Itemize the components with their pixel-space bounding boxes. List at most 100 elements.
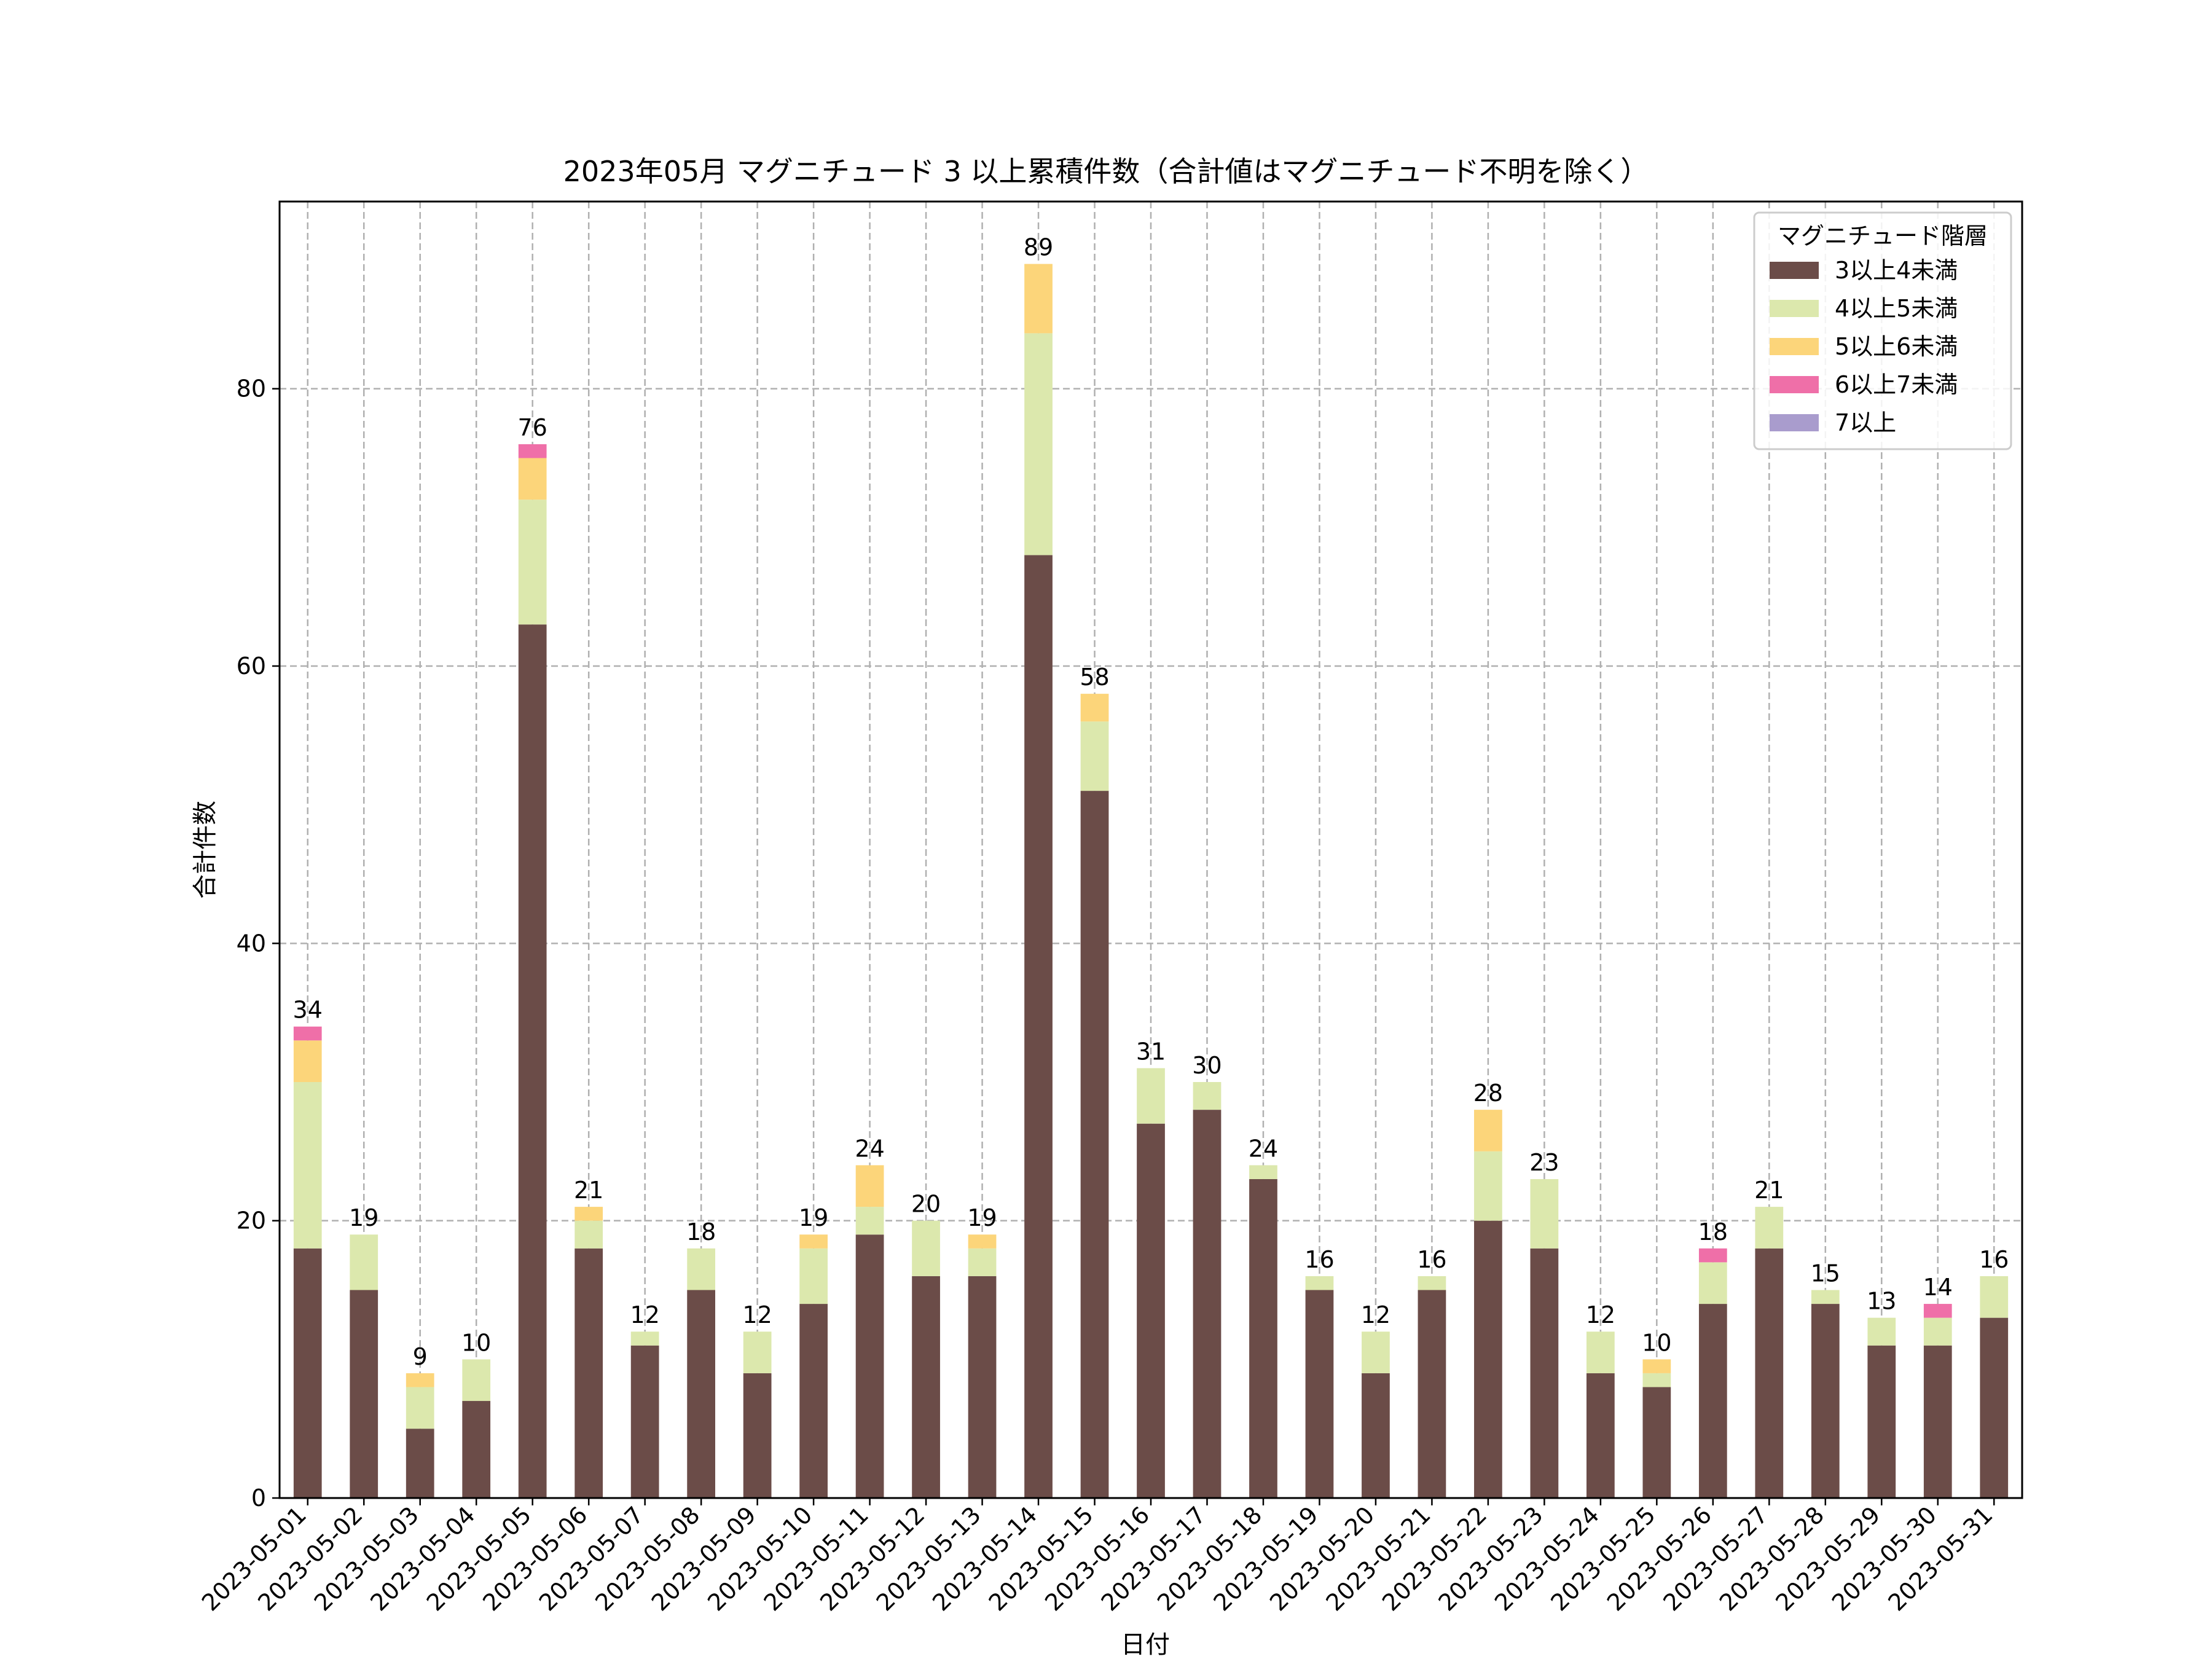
legend-label: 7以上 bbox=[1835, 409, 1896, 436]
data-label: 19 bbox=[349, 1204, 378, 1231]
bar-segment bbox=[968, 1234, 997, 1249]
legend-label: 5以上6未満 bbox=[1835, 333, 1958, 360]
bar-segment bbox=[406, 1373, 434, 1387]
data-label: 12 bbox=[1586, 1301, 1615, 1328]
legend-label: 4以上5未満 bbox=[1835, 295, 1958, 322]
data-label: 19 bbox=[799, 1204, 828, 1231]
bar-segment bbox=[1530, 1248, 1559, 1498]
legend-swatch bbox=[1770, 414, 1819, 431]
bar-segment bbox=[1698, 1304, 1727, 1498]
x-axis-label: 日付 bbox=[1121, 1631, 1170, 1659]
data-labels: 34 19 9 10 76 21 12 18 12 19 24 20 19 89 58 31 30 24 16 12 1… bbox=[293, 234, 2009, 1370]
bar-segment bbox=[1024, 333, 1053, 555]
bar-segment bbox=[630, 1345, 659, 1498]
bar-segment bbox=[855, 1234, 884, 1498]
bar-segment bbox=[855, 1207, 884, 1235]
data-label: 16 bbox=[1304, 1246, 1334, 1273]
bar-segment bbox=[743, 1332, 772, 1373]
bar-segment bbox=[1642, 1387, 1671, 1498]
data-label: 30 bbox=[1192, 1052, 1222, 1079]
data-label: 16 bbox=[1417, 1246, 1446, 1273]
bar-segment bbox=[1923, 1317, 1952, 1346]
y-axis: 0 20 40 60 80 bbox=[237, 375, 280, 1512]
bar-segment bbox=[462, 1401, 491, 1498]
chart-title: 2023年05月 マグニチュード 3 以上累積件数（合計値はマグニチュード不明を… bbox=[563, 155, 1649, 188]
data-label: 16 bbox=[1979, 1246, 2009, 1273]
bar-segment bbox=[1755, 1248, 1784, 1498]
data-label: 10 bbox=[1642, 1329, 1671, 1356]
data-label: 12 bbox=[1361, 1301, 1390, 1328]
bar-segment bbox=[799, 1248, 828, 1304]
bar-segment bbox=[518, 624, 547, 1498]
bar-segment bbox=[518, 500, 547, 625]
data-label: 20 bbox=[911, 1191, 941, 1218]
data-label: 34 bbox=[293, 997, 323, 1024]
y-tick-label: 0 bbox=[251, 1484, 266, 1512]
bar-segment bbox=[799, 1304, 828, 1498]
bar-segment bbox=[1193, 1110, 1222, 1498]
bar-segment bbox=[575, 1248, 603, 1498]
data-label: 13 bbox=[1867, 1288, 1896, 1315]
data-label: 15 bbox=[1811, 1260, 1840, 1287]
bar-segment bbox=[1586, 1373, 1615, 1498]
y-tick-label: 80 bbox=[237, 375, 266, 402]
legend-label: 3以上4未満 bbox=[1835, 257, 1958, 284]
bar-segment bbox=[1249, 1179, 1277, 1498]
bar-segment bbox=[1474, 1220, 1502, 1498]
bars bbox=[293, 264, 2009, 1498]
data-label: 21 bbox=[574, 1177, 603, 1204]
bar-segment bbox=[406, 1387, 434, 1429]
bar-segment bbox=[1923, 1304, 1952, 1318]
bar-segment bbox=[350, 1290, 378, 1498]
bar-segment bbox=[1923, 1345, 1952, 1498]
bar-segment bbox=[968, 1248, 997, 1276]
legend: マグニチュード階層 3以上4未満 4以上5未満 5以上6未満 6以上7未満 7以上 bbox=[1753, 211, 2012, 450]
bar-segment bbox=[293, 1040, 322, 1082]
bar-segment bbox=[1418, 1290, 1446, 1498]
bar-segment bbox=[575, 1207, 603, 1221]
data-label: 9 bbox=[413, 1343, 428, 1370]
bar-segment bbox=[575, 1220, 603, 1249]
bar-segment bbox=[1193, 1081, 1222, 1110]
bar-segment bbox=[1305, 1290, 1334, 1498]
bar-segment bbox=[687, 1248, 715, 1290]
bar-segment bbox=[855, 1165, 884, 1207]
data-label: 19 bbox=[967, 1204, 997, 1231]
data-label: 89 bbox=[1024, 234, 1053, 261]
legend-swatch bbox=[1770, 300, 1819, 317]
legend-swatch bbox=[1770, 262, 1819, 279]
bar-segment bbox=[1080, 694, 1109, 722]
bar-segment bbox=[968, 1276, 997, 1498]
data-label: 31 bbox=[1136, 1038, 1166, 1065]
legend-swatch bbox=[1770, 376, 1819, 393]
bar-segment bbox=[799, 1234, 828, 1249]
bar-segment bbox=[1362, 1332, 1390, 1373]
bar-segment bbox=[1980, 1276, 2009, 1318]
data-label: 21 bbox=[1754, 1177, 1784, 1204]
data-label: 24 bbox=[1249, 1135, 1278, 1162]
bar-segment bbox=[406, 1429, 434, 1498]
x-axis: 2023-05-012023-05-022023-05-032023-05-04… bbox=[197, 1498, 1998, 1617]
data-label: 28 bbox=[1473, 1080, 1503, 1107]
bar-segment bbox=[630, 1332, 659, 1346]
bar-segment bbox=[1024, 555, 1053, 1498]
bar-segment bbox=[518, 444, 547, 458]
bar-segment bbox=[350, 1234, 378, 1290]
bar-segment bbox=[1811, 1290, 1840, 1304]
bar-segment bbox=[1080, 791, 1109, 1498]
data-label: 58 bbox=[1080, 664, 1109, 691]
bar-segment bbox=[1811, 1304, 1840, 1498]
data-label: 18 bbox=[686, 1218, 716, 1245]
y-tick-label: 60 bbox=[237, 653, 266, 680]
data-label: 14 bbox=[1923, 1274, 1953, 1301]
bar-segment bbox=[1530, 1179, 1559, 1249]
bar-segment bbox=[1474, 1151, 1502, 1221]
bar-segment bbox=[1474, 1110, 1502, 1151]
bar-segment bbox=[1642, 1373, 1671, 1387]
bar-segment bbox=[1249, 1165, 1277, 1179]
y-tick-label: 40 bbox=[237, 930, 266, 957]
bar-segment bbox=[687, 1290, 715, 1498]
legend-label: 6以上7未満 bbox=[1835, 371, 1958, 398]
bar-segment bbox=[1418, 1276, 1446, 1290]
